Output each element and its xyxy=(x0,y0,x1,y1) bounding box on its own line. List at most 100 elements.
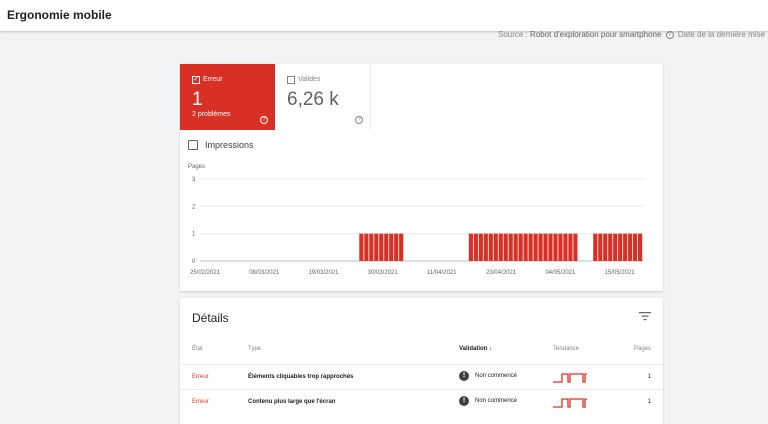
bar-chart: Pages 0 1 2 3 25/02/2021 08/03/2021 19/03/2021 3… xyxy=(188,164,643,276)
chart-bar xyxy=(613,233,618,261)
chart-bar xyxy=(568,233,573,261)
column-header-validation-label: Validation xyxy=(459,346,488,352)
column-header-pages[interactable]: Pages xyxy=(633,346,651,352)
chart-bar xyxy=(399,233,404,261)
chart-bar xyxy=(468,233,473,261)
column-header-validation[interactable]: Validation ↓ xyxy=(459,346,492,352)
chart-bar xyxy=(563,233,568,261)
chart-bar xyxy=(394,233,399,261)
y-tick-label: 3 xyxy=(192,177,196,183)
chart-bar xyxy=(478,233,483,261)
error-problems: 2 problèmes xyxy=(192,111,231,118)
row-type: Éléments cliquables trop rapprochés xyxy=(248,374,354,380)
chart: Pages 0 1 2 3 25/02/2021 08/03/2021 19/03/2021 3… xyxy=(180,159,663,291)
help-icon[interactable]: ? xyxy=(355,116,363,124)
help-icon[interactable]: ? xyxy=(665,30,674,39)
y-axis-label: Pages xyxy=(188,164,205,170)
checkbox-unchecked-icon[interactable] xyxy=(188,140,198,150)
impressions-toggle[interactable]: Impressions xyxy=(188,140,254,150)
chart-bar xyxy=(483,233,488,261)
chart-bar xyxy=(369,233,374,261)
last-update-label: Date de la dernière mise xyxy=(677,30,766,39)
row-validation: ! Non commencé xyxy=(459,371,517,381)
chart-bar xyxy=(359,233,364,261)
x-tick-label: 04/05/2021 xyxy=(545,270,576,276)
impressions-label: Impressions xyxy=(205,140,254,150)
chart-bar xyxy=(553,233,558,261)
filter-icon[interactable] xyxy=(639,311,651,321)
x-tick-label: 19/03/2021 xyxy=(308,270,339,276)
chart-bar xyxy=(518,233,523,261)
source-value: Robot d'exploration pour smartphone xyxy=(530,30,662,39)
error-tile[interactable]: ✓ Erreur 1 2 problèmes ? xyxy=(180,64,275,130)
chart-bar xyxy=(623,233,628,261)
chart-bar xyxy=(389,233,394,261)
checkbox-checked-icon[interactable]: ✓ xyxy=(192,76,200,84)
x-tick-label: 30/03/2021 xyxy=(368,270,399,276)
table-row[interactable]: Erreur Éléments cliquables trop rapproch… xyxy=(180,364,663,389)
chart-bar xyxy=(379,233,384,261)
chart-bar xyxy=(558,233,563,261)
x-tick-label: 08/03/2021 xyxy=(249,270,280,276)
chart-bar xyxy=(628,233,633,261)
chart-bar xyxy=(533,233,538,261)
chart-bar xyxy=(523,233,528,261)
chart-bar xyxy=(508,233,513,261)
x-tick-label: 11/04/2021 xyxy=(427,270,457,276)
chart-bar xyxy=(513,233,518,261)
help-icon[interactable]: ? xyxy=(260,116,268,124)
x-tick-label: 25/02/2021 xyxy=(190,270,221,276)
alert-icon: ! xyxy=(459,396,469,406)
chart-bar xyxy=(573,233,578,261)
chart-bar xyxy=(374,233,379,261)
chart-bar xyxy=(543,233,548,261)
row-pages: 1 xyxy=(647,399,651,405)
chart-bar xyxy=(384,233,389,261)
chart-bar xyxy=(548,233,553,261)
x-tick-label: 23/04/2021 xyxy=(486,270,517,276)
chart-bar xyxy=(633,233,638,261)
chart-bar xyxy=(593,233,598,261)
chart-bar xyxy=(603,233,608,261)
top-bar: Ergonomie mobile xyxy=(0,0,768,31)
chart-bar xyxy=(598,233,603,261)
chart-bar xyxy=(488,233,493,261)
page-title: Ergonomie mobile xyxy=(7,8,112,22)
row-state: Erreur xyxy=(192,399,209,405)
chart-bar xyxy=(608,233,613,261)
row-pages: 1 xyxy=(647,374,651,380)
chart-bar xyxy=(498,233,503,261)
valid-tile[interactable]: Valides 6,26 k ? xyxy=(275,64,371,130)
column-header-state[interactable]: État xyxy=(192,346,203,352)
table-row[interactable]: Erreur Contenu plus large que l'écran ! … xyxy=(180,389,663,414)
row-state: Erreur xyxy=(192,374,209,380)
chart-bar xyxy=(503,233,508,261)
trend-sparkline xyxy=(553,398,587,408)
error-count: 1 xyxy=(192,89,203,110)
row-validation-label: Non commencé xyxy=(475,373,518,379)
chart-bar xyxy=(473,233,478,261)
y-tick-label: 1 xyxy=(192,232,196,238)
source-label: Source : xyxy=(498,30,531,39)
y-tick-label: 0 xyxy=(192,259,196,265)
column-header-trend[interactable]: Tendance xyxy=(553,346,580,352)
valid-tile-label: Valides xyxy=(298,76,321,83)
chart-bar xyxy=(638,233,643,261)
chart-bar xyxy=(493,233,498,261)
summary-chart-card: ✓ Erreur 1 2 problèmes ? Valides 6,26 k … xyxy=(180,64,663,291)
source-info: Source : Robot d'exploration pour smartp… xyxy=(498,30,768,39)
trend-sparkline xyxy=(553,373,587,383)
y-tick-label: 2 xyxy=(192,204,196,210)
chart-bar xyxy=(618,233,623,261)
column-header-type[interactable]: Type xyxy=(248,346,262,352)
valid-count: 6,26 k xyxy=(287,89,339,110)
checkbox-unchecked-icon[interactable] xyxy=(287,76,295,84)
chart-bar xyxy=(538,233,543,261)
row-type: Contenu plus large que l'écran xyxy=(248,399,336,405)
chart-bar xyxy=(528,233,533,261)
sort-arrow-down-icon: ↓ xyxy=(489,346,493,352)
details-title: Détails xyxy=(192,311,229,325)
alert-icon: ! xyxy=(459,371,469,381)
row-validation-label: Non commencé xyxy=(475,398,518,404)
error-tile-label: Erreur xyxy=(203,76,223,83)
